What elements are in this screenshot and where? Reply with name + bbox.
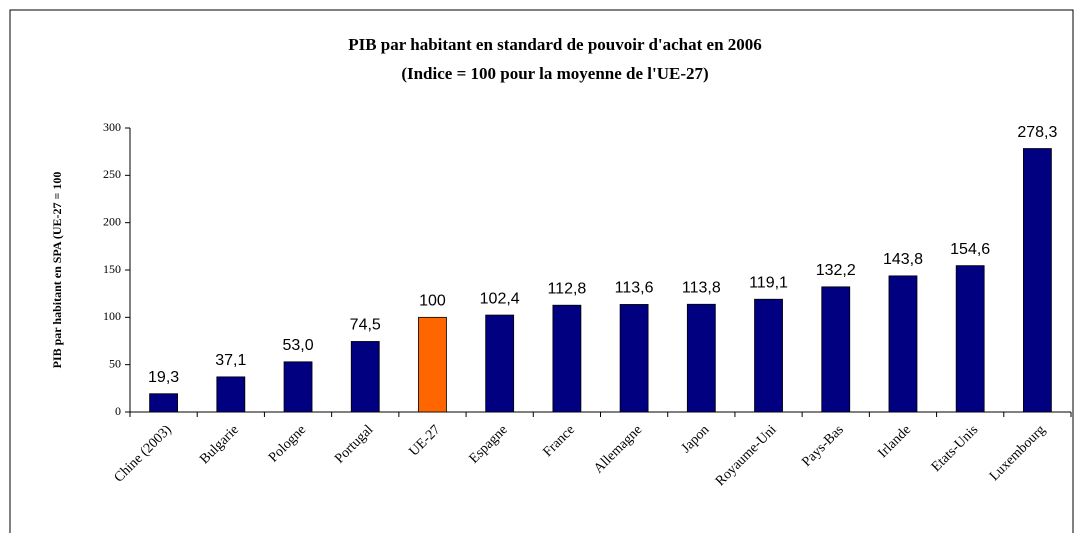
x-tick-label: Pologne xyxy=(266,422,309,465)
bar xyxy=(149,393,179,413)
value-label: 100 xyxy=(419,293,446,310)
value-label: 74,5 xyxy=(350,317,381,334)
x-tick-label: Chine (2003) xyxy=(112,422,175,485)
bar xyxy=(485,314,515,413)
value-label: 132,2 xyxy=(816,262,856,279)
value-label: 102,4 xyxy=(480,290,520,307)
frame xyxy=(9,9,1074,533)
x-tick-label: UE-27 xyxy=(407,422,444,459)
x-tick-label: Espagne xyxy=(467,422,511,466)
value-label: 113,6 xyxy=(615,280,654,297)
y-tick-label: 200 xyxy=(103,214,121,228)
bar xyxy=(686,303,716,413)
y-tick-label: 0 xyxy=(115,404,121,418)
value-label: 278,3 xyxy=(1017,124,1057,141)
chart-title: PIB par habitant en standard de pouvoir … xyxy=(348,35,762,54)
y-axis-label: PIB par habitant en SPA (UE-27 = 100 xyxy=(50,172,64,369)
y-tick-label: 250 xyxy=(103,167,121,181)
value-label: 112,8 xyxy=(547,280,586,297)
value-label: 119,1 xyxy=(749,274,788,291)
x-tick-label: Royaume-Uni xyxy=(713,422,780,489)
x-tick-label: Etats-Unis xyxy=(929,422,981,474)
value-label: 113,8 xyxy=(682,279,721,296)
value-label: 143,8 xyxy=(883,251,923,268)
x-tick-label: Bulgarie xyxy=(197,422,242,467)
bar xyxy=(1022,148,1052,413)
bar xyxy=(552,304,582,413)
value-label: 53,0 xyxy=(282,337,313,354)
chart-subtitle: (Indice = 100 pour la moyenne de l'UE-27… xyxy=(401,64,708,83)
bar xyxy=(821,286,851,413)
bar xyxy=(619,304,649,413)
bar xyxy=(754,298,783,413)
x-tick-label: Luxembourg xyxy=(987,422,1049,484)
value-label: 19,3 xyxy=(148,369,179,386)
y-tick-label: 300 xyxy=(103,120,121,134)
bar xyxy=(283,361,313,413)
value-label: 154,6 xyxy=(950,241,990,258)
x-tick-label: Portugal xyxy=(332,422,376,466)
bar xyxy=(888,275,918,413)
x-tick-label: Irlande xyxy=(875,422,914,461)
x-tick-label: Allemagne xyxy=(591,422,645,476)
bar xyxy=(350,341,380,413)
x-tick-label: Pays-Bas xyxy=(799,422,846,469)
y-tick-label: 50 xyxy=(109,356,121,370)
x-tick-label: France xyxy=(540,422,578,460)
value-label: 37,1 xyxy=(215,352,246,369)
bar xyxy=(216,376,246,413)
bar xyxy=(955,265,985,413)
y-tick-label: 100 xyxy=(103,309,121,323)
x-tick-label: Japon xyxy=(679,422,713,456)
y-tick-label: 150 xyxy=(103,262,121,276)
bar xyxy=(418,316,447,413)
